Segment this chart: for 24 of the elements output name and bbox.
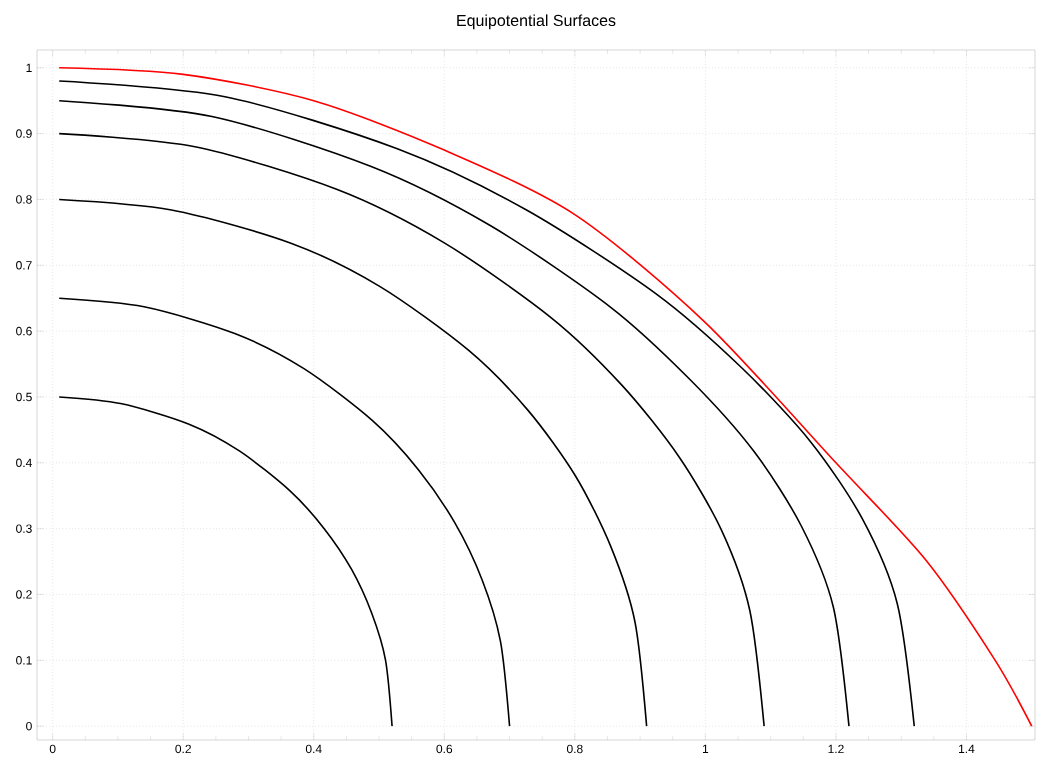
x-tick-label: 1.2 [828,744,844,754]
x-tick-label: 0.4 [305,744,322,754]
x-tick-label: 0.2 [175,744,191,754]
y-tick-label: 0.2 [16,590,32,599]
y-tick-label: 1 [26,63,32,72]
y-tick-label: 0.6 [16,326,32,336]
x-tick-label: 0.8 [566,744,583,754]
y-tick-label: 0 [26,721,32,731]
line-series [58,198,648,727]
line-series [58,396,393,727]
y-tick-label: 0.1 [16,656,32,665]
chart-title: Equipotential Surfaces [457,14,616,30]
y-tick-label: 0.8 [16,195,32,204]
y-tick-label: 0.7 [16,261,32,270]
y-tick-label: 0.5 [16,392,32,402]
x-tick-label: 0 [49,744,56,754]
x-tick-label: 0.6 [436,744,453,754]
x-tick-label: 1.4 [959,744,975,753]
x-tick-label: 1 [702,744,709,753]
y-tick-label: 0.3 [16,524,32,533]
line-series [58,297,511,727]
y-tick-label: 0.4 [16,458,32,468]
line-series [58,132,765,727]
y-tick-label: 0.9 [16,129,32,138]
